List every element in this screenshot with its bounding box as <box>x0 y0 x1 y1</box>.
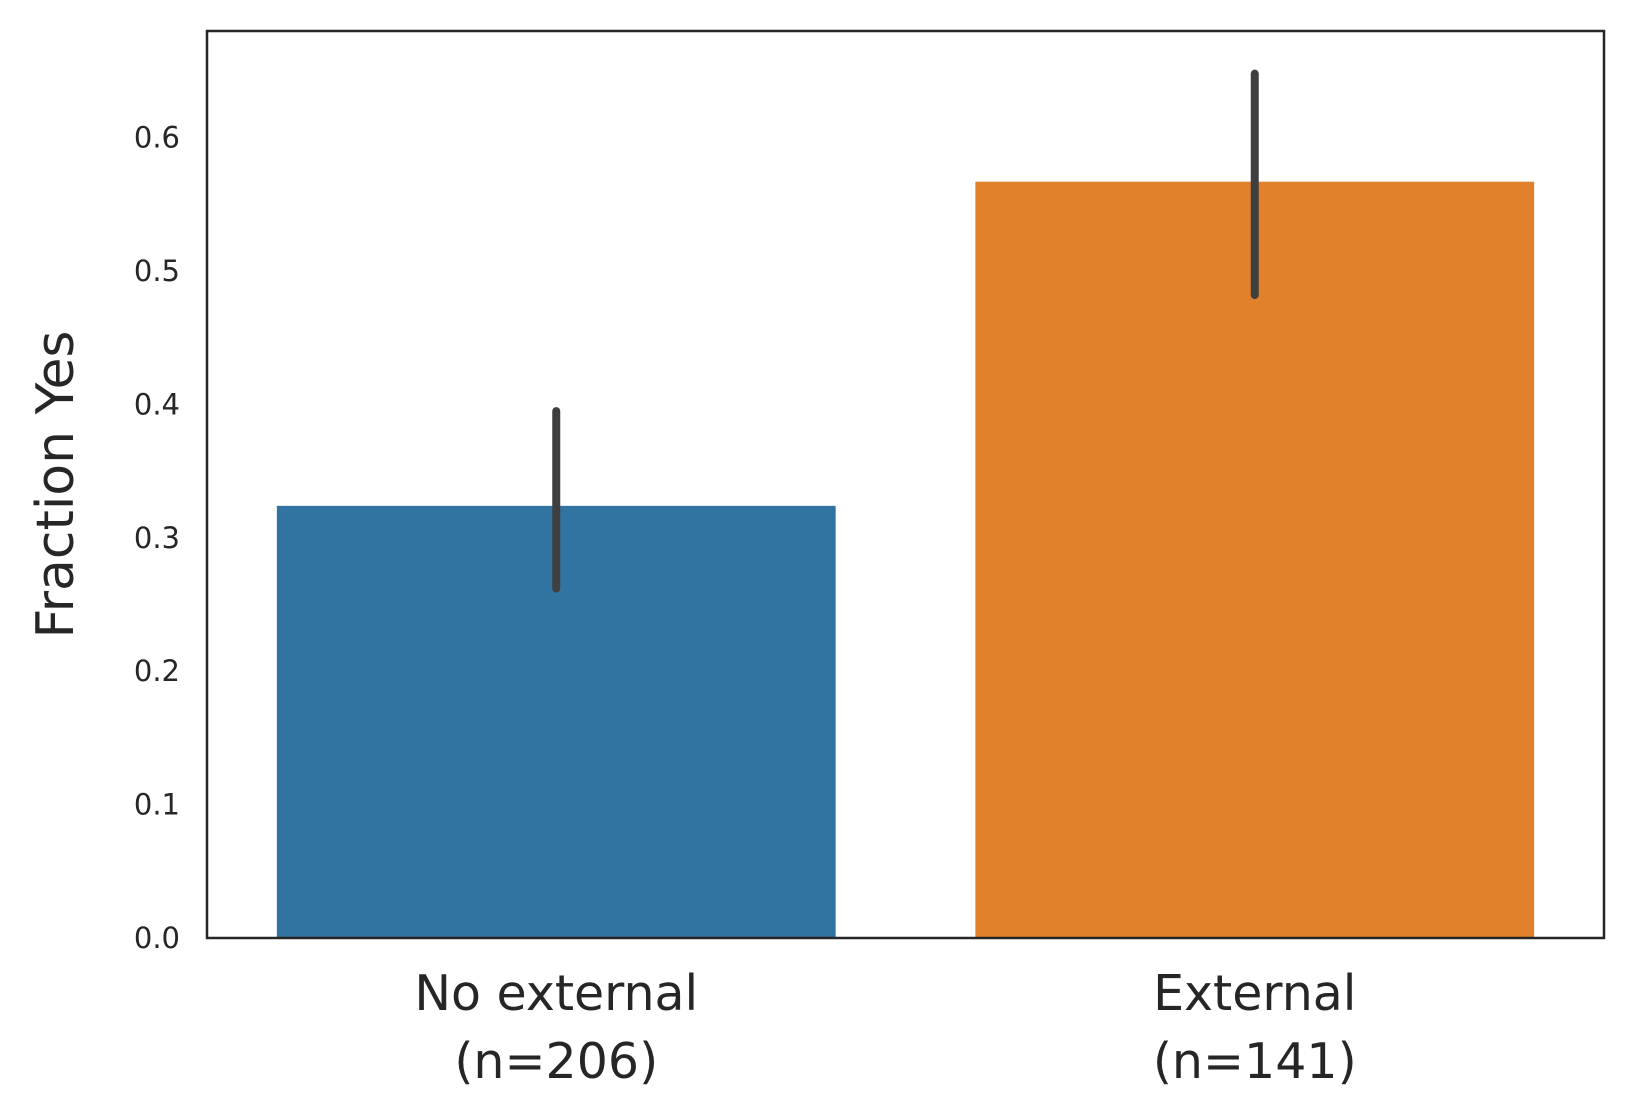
y-tick-label: 0.4 <box>134 387 180 421</box>
x-tick-label-2: External (n=141) <box>1153 965 1357 1090</box>
x-tick-label-1: No external (n=206) <box>414 965 698 1090</box>
plot-frame <box>205 29 1606 940</box>
x-axis-category-labels: No external (n=206) External (n=141) <box>414 965 1356 1090</box>
y-tick-label: 0.6 <box>134 121 180 155</box>
x-tick-label-line1: External <box>1153 965 1356 1022</box>
y-axis-label: Fraction Yes <box>26 330 86 638</box>
x-tick-label-line2: (n=206) <box>454 1033 658 1090</box>
y-tick-label: 0.3 <box>134 521 180 555</box>
x-tick-label-line2: (n=141) <box>1153 1033 1357 1090</box>
y-tick-label: 0.5 <box>134 254 180 288</box>
error-bars-layer <box>552 69 1259 593</box>
bar-2 <box>975 181 1535 939</box>
y-tick-label: 0.2 <box>134 654 180 688</box>
x-tick-label-line1: No external <box>414 965 698 1022</box>
y-axis-ticks: 0.0 0.1 0.2 0.3 0.4 0.5 0.6 <box>134 121 180 955</box>
y-tick-label: 0.0 <box>134 921 180 955</box>
y-tick-label: 0.1 <box>134 788 180 822</box>
